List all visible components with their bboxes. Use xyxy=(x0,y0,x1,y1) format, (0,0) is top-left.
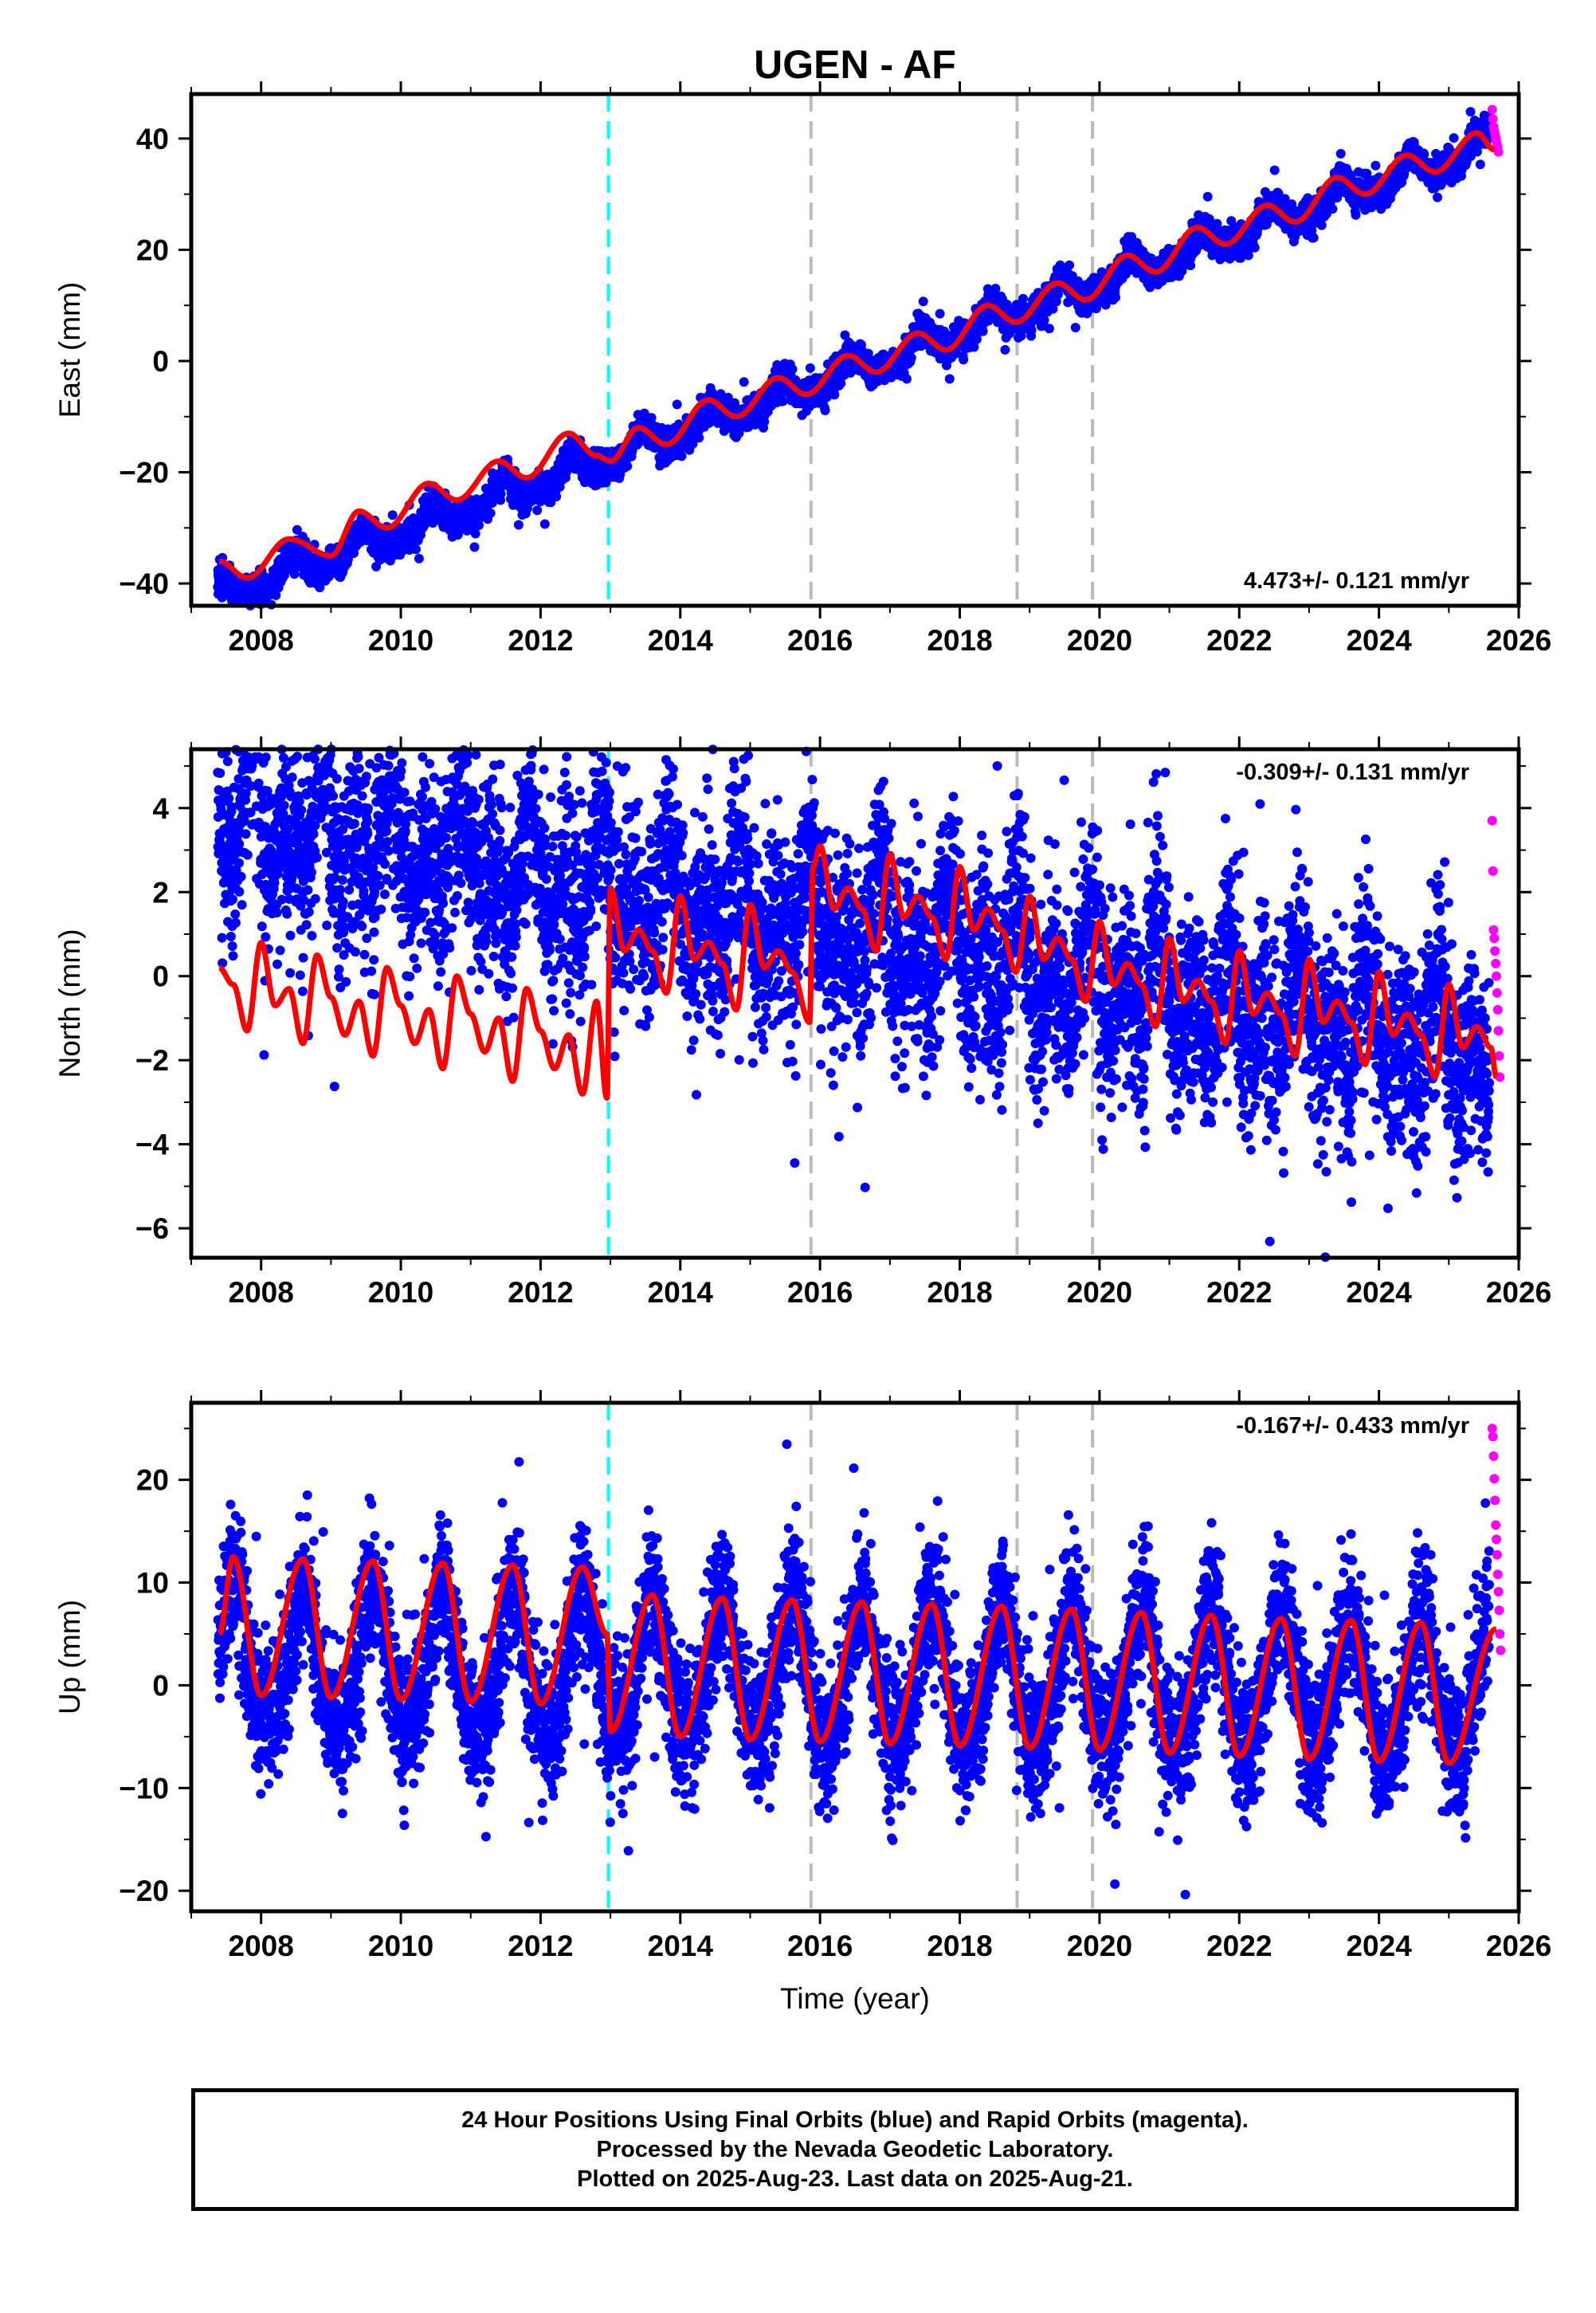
east-final-point xyxy=(944,374,955,384)
east-final-point xyxy=(496,489,506,499)
east-final-point xyxy=(271,590,281,600)
east-final-point xyxy=(906,353,916,363)
east-final-point xyxy=(1249,242,1260,253)
east-final-point xyxy=(387,510,398,520)
east-final-point xyxy=(217,592,227,603)
east-final-point xyxy=(836,379,846,389)
east-final-point xyxy=(902,374,912,384)
east-final-point xyxy=(539,519,550,529)
east-final-point xyxy=(820,406,830,415)
east-final-point xyxy=(414,553,424,564)
east-final-point xyxy=(672,399,682,410)
east-final-point xyxy=(513,520,524,530)
east-final-point xyxy=(1000,344,1010,355)
east-final-point xyxy=(292,524,302,535)
east-final-point xyxy=(1065,260,1075,270)
east-final-point xyxy=(622,461,633,471)
east-final-point xyxy=(551,492,562,501)
east-final-point xyxy=(959,355,969,365)
east-final-point xyxy=(469,542,480,552)
east-final-point xyxy=(485,508,496,518)
east-final-point xyxy=(1070,323,1080,332)
east-final-point xyxy=(1039,315,1049,325)
east-final-point xyxy=(411,544,421,555)
east-panel: 2008 2010 2012 2014 2016 2018 2020 2022 2024 2026… xyxy=(53,81,1551,657)
east-final-point xyxy=(532,505,543,516)
east-final-point xyxy=(1202,191,1213,202)
panels: 2008 2010 2012 2014 2016 2018 2020 2022 2024 2026… xyxy=(53,81,1551,1962)
east-final-point xyxy=(1026,325,1037,336)
east-final-point xyxy=(787,364,798,375)
east-final-point xyxy=(1111,293,1120,303)
east-final-point xyxy=(918,296,928,307)
east-final-point xyxy=(289,569,300,579)
east-final-point xyxy=(990,284,1001,293)
plot-title: UGEN - AF xyxy=(754,42,956,87)
east-final-point xyxy=(805,363,815,373)
east-final-point xyxy=(1044,324,1054,334)
east-final-point xyxy=(978,326,988,336)
east-final-point xyxy=(739,377,749,387)
east-final-point xyxy=(1018,293,1028,304)
east-final-point xyxy=(935,308,945,319)
east-final-point xyxy=(646,413,657,423)
east-final-point xyxy=(676,451,687,461)
east-final-point xyxy=(694,433,704,443)
